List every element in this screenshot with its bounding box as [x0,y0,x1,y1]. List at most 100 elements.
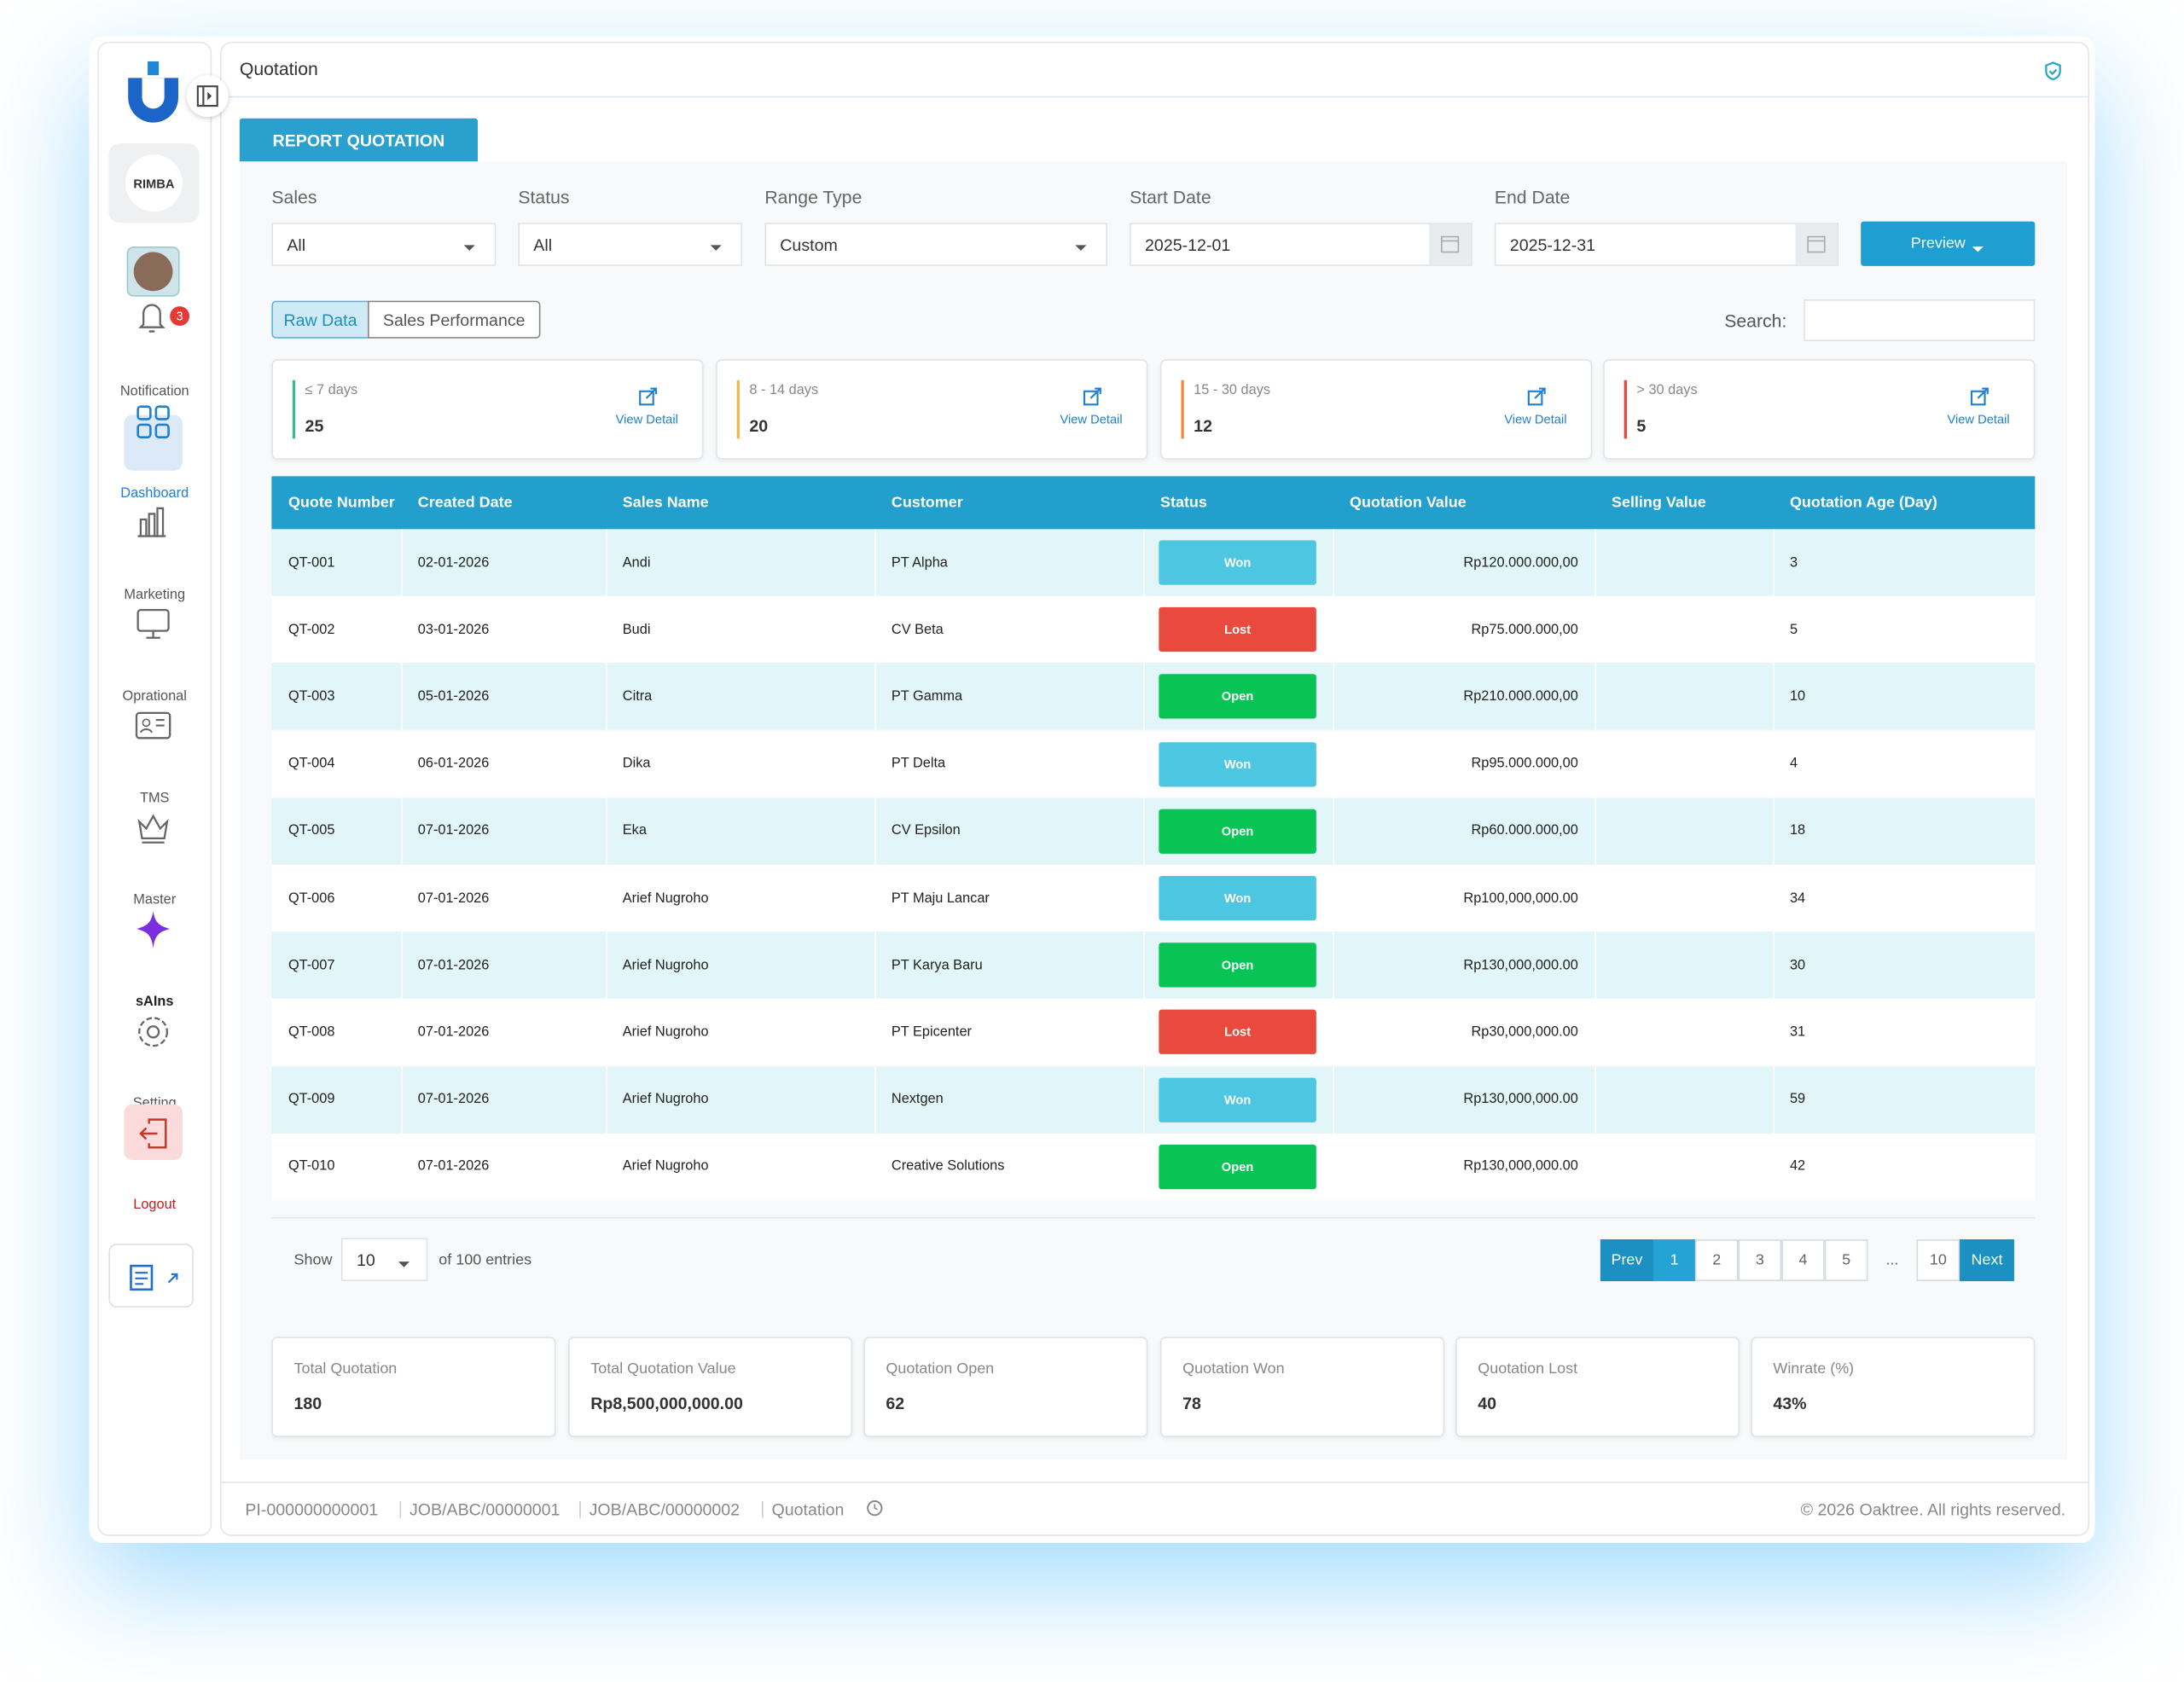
page-button[interactable]: 3 [1738,1239,1782,1282]
nav-label[interactable]: sAIns [135,994,174,1010]
summary-value: 62 [886,1394,905,1414]
view-detail-link[interactable]: View Detail [615,412,678,426]
cell-divider [1594,596,1597,664]
quotation-value: Rp130,000,000.00 [1463,957,1578,973]
breadcrumb[interactable]: PI-000000000001 [245,1499,379,1520]
cell-divider [401,663,403,731]
search-input[interactable] [1804,299,2036,341]
docs-box[interactable] [108,1243,194,1308]
nav-label[interactable]: Notification [119,384,189,400]
table-cell: 07-01-2026 [417,957,490,973]
age-label: > 30 days [1636,382,1698,398]
cell-divider [1773,931,1774,999]
table-row [271,1065,2036,1134]
cell-divider [1333,663,1335,731]
quotation-value: Rp130,000,000.00 [1463,1158,1578,1174]
page-button[interactable]: 5 [1824,1239,1868,1282]
nav-label[interactable]: TMS [139,791,170,807]
view-detail-link[interactable]: View Detail [1947,412,2010,426]
table-cell: CV Epsilon [891,823,961,839]
external-icon [1083,387,1102,407]
summary-card [863,1337,1148,1437]
cell-divider [1333,1133,1335,1201]
nav-label[interactable]: Marketing [124,587,186,603]
page-button[interactable]: 2 [1694,1239,1739,1282]
table-cell: 06-01-2026 [417,756,490,772]
table-cell: QT-010 [288,1158,335,1174]
cell-divider [874,1133,876,1201]
view-detail-link[interactable]: View Detail [1504,412,1567,426]
status-badge: Won [1159,875,1316,921]
table-cell: Budi [622,622,651,638]
filter-input[interactable]: All [518,223,743,266]
status-badge: Won [1159,540,1316,585]
table-cell: Arief Nugroho [622,1024,709,1041]
table-cell: Creative Solutions [891,1158,1005,1174]
breadcrumb[interactable]: Quotation [771,1499,845,1520]
filter-input[interactable]: 2025-12-01 [1130,223,1472,266]
brand-box: RIMBA [108,143,200,223]
cell-divider [1773,1133,1774,1201]
toggle-raw[interactable]: Raw Data [271,300,369,339]
nav-icon [130,398,177,446]
table-cell: QT-009 [288,1092,335,1108]
cell-divider [401,1133,403,1201]
nav-label[interactable]: Dashboard [120,485,189,502]
table-cell: 34 [1789,890,1806,907]
toggle-sales[interactable]: Sales Performance [368,300,541,339]
age-value: 20 [749,416,769,437]
filter-input[interactable]: Custom [764,223,1107,266]
table-cell: QT-003 [288,688,335,705]
preview-button[interactable]: Preview [1861,221,2036,266]
cell-divider [606,529,607,596]
quotation-value: Rp30,000,000.00 [1471,1024,1578,1041]
cell-divider [606,1065,607,1134]
age-card [271,359,704,460]
table-bottom-line [271,1216,2036,1219]
entries-label: of 100 entries [439,1251,532,1269]
filter-label: End Date [1494,186,1571,208]
nav-label[interactable]: Logout [133,1198,177,1214]
filter-input[interactable]: 2025-12-31 [1494,223,1839,266]
table-cell: 3 [1789,554,1798,571]
page-button[interactable]: Prev [1600,1239,1653,1282]
filter-input[interactable]: All [271,223,497,266]
summary-value: 180 [293,1394,322,1414]
cell-divider [1773,999,1774,1066]
cell-divider [1143,931,1146,999]
table-cell: 31 [1789,1024,1806,1041]
cell-divider [1594,663,1597,731]
avatar[interactable] [126,246,180,297]
summary-value: 78 [1182,1394,1201,1414]
page-button[interactable]: 1 [1653,1239,1695,1282]
quotation-value: Rp75.000.000,00 [1471,622,1578,638]
table-cell: QT-005 [288,823,335,839]
column-header: Selling Value [1611,494,1706,512]
calendar-button[interactable] [1795,223,1838,265]
nav-label[interactable]: Master [133,892,177,908]
page-button[interactable]: Next [1960,1239,2014,1282]
age-accent [292,380,296,439]
cell-divider [874,663,876,731]
cell-divider [874,730,876,798]
report-tab[interactable]: REPORT QUOTATION [239,118,478,162]
page-button[interactable]: 10 [1916,1239,1960,1282]
status-badge: Lost [1159,1010,1316,1055]
copyright: © 2026 Oaktree. All rights reserved. [1800,1499,2066,1520]
cell-divider [1143,1065,1146,1134]
status-badge: Won [1159,1077,1316,1122]
cell-divider [874,931,876,999]
table-cell: PT Karya Baru [891,957,983,973]
cell-divider [1333,798,1335,865]
table-cell: QT-001 [288,554,335,571]
page-button[interactable]: 4 [1781,1239,1825,1282]
cell-divider [1143,1133,1146,1201]
calendar-button[interactable] [1429,223,1472,265]
collapse-button[interactable] [186,75,229,118]
breadcrumb[interactable]: JOB/ABC/00000002 [589,1499,741,1520]
page-size-select[interactable]: 10 [340,1238,428,1282]
breadcrumb[interactable]: JOB/ABC/00000001 [409,1499,561,1520]
view-detail-link[interactable]: View Detail [1060,412,1123,426]
nav-label[interactable]: Oprational [122,689,187,705]
